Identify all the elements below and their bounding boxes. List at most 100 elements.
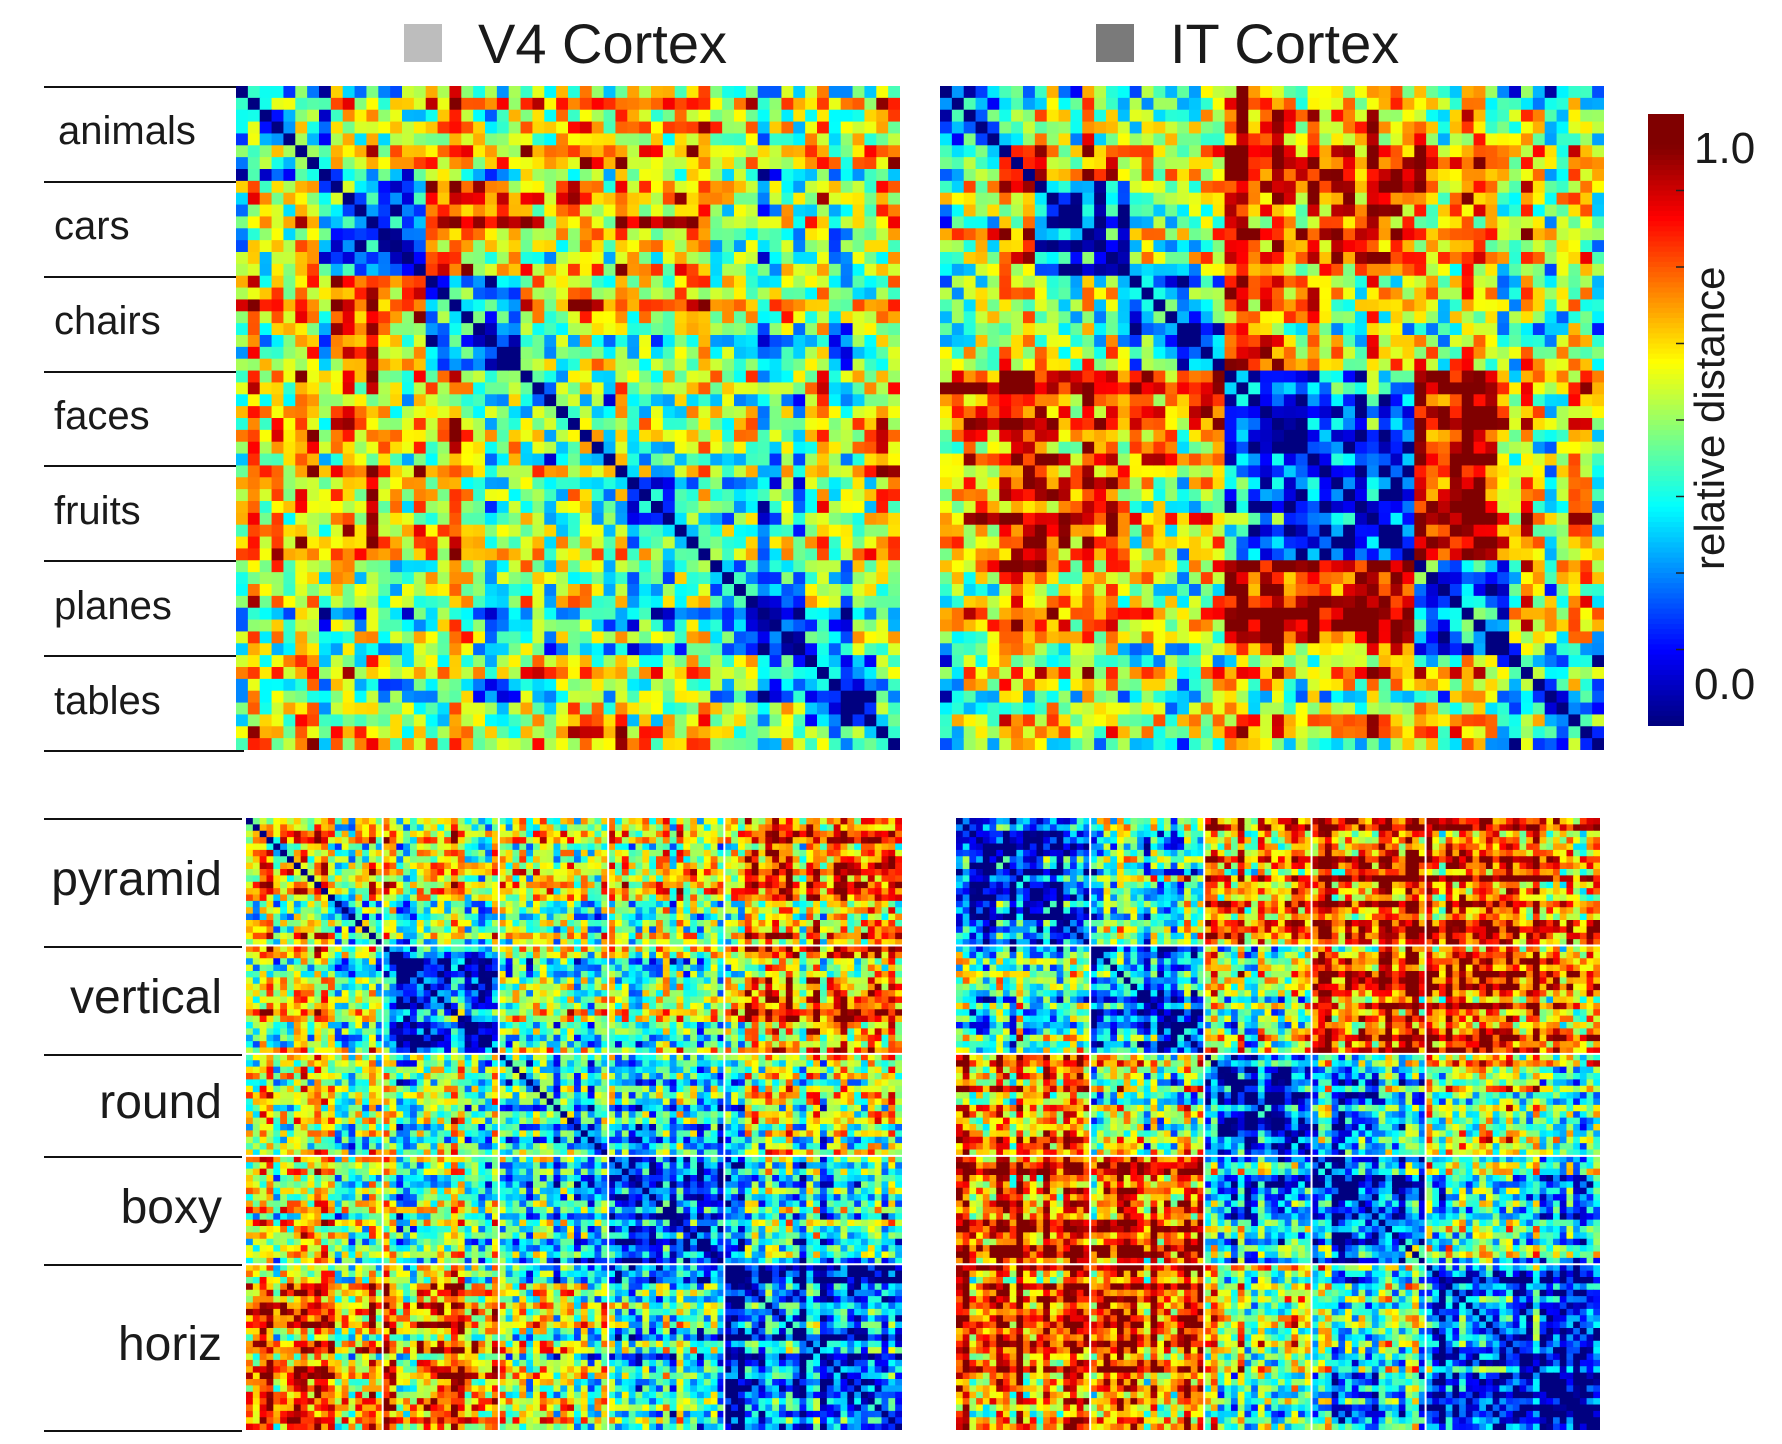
matrix-cell (1177, 121, 1190, 135)
matrix-cell (734, 512, 747, 526)
matrix-cell (425, 560, 439, 573)
matrix-cell (425, 299, 439, 312)
matrix-cell (437, 145, 451, 158)
row-divider (44, 1264, 242, 1267)
matrix-cell (544, 133, 557, 146)
matrix-cell (1034, 346, 1048, 360)
matrix-cell (686, 240, 700, 253)
matrix-cell (1094, 216, 1107, 229)
matrix-cell (627, 121, 640, 135)
matrix-cell (520, 180, 534, 194)
matrix-cell (1200, 216, 1214, 229)
matrix-cell (378, 97, 391, 111)
matrix-cell (999, 453, 1012, 467)
matrix-cell (307, 655, 320, 668)
matrix-cell (1023, 418, 1036, 431)
matrix-cell (940, 489, 953, 502)
matrix-cell (1094, 643, 1107, 656)
matrix-cell (1165, 121, 1178, 135)
matrix-cell (840, 358, 854, 372)
matrix-cell (437, 394, 451, 407)
matrix-cell (330, 655, 344, 668)
matrix-cell (999, 584, 1012, 597)
matrix-cell (722, 109, 735, 123)
matrix-cell (757, 667, 771, 680)
matrix-cell (999, 192, 1012, 206)
matrix-cell (307, 97, 320, 111)
matrix-cell (236, 240, 249, 253)
matrix-cell (1011, 323, 1024, 336)
matrix-cell (485, 169, 498, 182)
matrix-cell (366, 441, 379, 455)
matrix-cell (354, 619, 368, 633)
matrix-cell (496, 726, 510, 739)
matrix-cell (757, 441, 771, 455)
matrix-cell (330, 702, 344, 716)
matrix-cell (686, 465, 700, 478)
matrix-cell (1449, 287, 1463, 301)
matrix-cell (556, 690, 569, 704)
matrix-cell (1034, 477, 1048, 490)
matrix-cell (1082, 702, 1095, 716)
matrix-cell (769, 595, 783, 609)
matrix-cell (1177, 287, 1190, 301)
matrix-cell (951, 572, 965, 585)
matrix-cell (437, 738, 451, 750)
matrix-cell (817, 536, 830, 550)
matrix-cell (1117, 287, 1131, 301)
matrix-cell (674, 346, 688, 360)
matrix-cell (999, 299, 1012, 312)
matrix-cell (437, 86, 451, 99)
matrix-cell (1034, 690, 1048, 704)
matrix-cell (473, 323, 486, 336)
matrix-cell (496, 643, 510, 656)
matrix-cell (1058, 512, 1072, 526)
matrix-cell (425, 655, 439, 668)
matrix-cell (745, 228, 759, 241)
matrix-cell (828, 263, 842, 277)
matrix-cell (485, 678, 498, 692)
matrix-cell (615, 429, 628, 443)
matrix-cell (1129, 453, 1143, 467)
matrix-cell (579, 595, 593, 609)
matrix-cell (236, 228, 249, 241)
matrix-cell (1355, 121, 1368, 135)
matrix-cell (568, 607, 581, 621)
matrix-cell (1189, 180, 1202, 194)
matrix-cell (1082, 524, 1095, 538)
matrix-cell (473, 584, 486, 597)
matrix-cell (840, 382, 854, 395)
matrix-cell (840, 133, 854, 146)
matrix-cell (591, 429, 605, 443)
matrix-cell (1153, 157, 1166, 170)
matrix-cell (259, 180, 273, 194)
matrix-cell (662, 406, 676, 419)
matrix-cell (532, 667, 545, 680)
matrix-cell (1070, 429, 1083, 443)
matrix-cell (402, 275, 415, 289)
matrix-cell (710, 418, 723, 431)
matrix-cell (1058, 394, 1072, 407)
matrix-cell (603, 180, 617, 194)
matrix-cell (698, 678, 711, 692)
matrix-cell (1011, 655, 1024, 668)
matrix-cell (425, 157, 439, 170)
matrix-cell (425, 240, 439, 253)
matrix-cell (888, 169, 900, 182)
matrix-cell (378, 358, 391, 372)
matrix-cell (579, 738, 593, 750)
matrix-cell (544, 619, 557, 633)
matrix-cell (734, 335, 747, 348)
matrix-cell (627, 726, 640, 739)
matrix-cell (1117, 536, 1131, 550)
matrix-cell (1094, 228, 1107, 241)
matrix-cell (496, 418, 510, 431)
matrix-cell (615, 133, 628, 146)
matrix-cell (1414, 121, 1427, 135)
matrix-cell (402, 489, 415, 502)
matrix-cell (1556, 180, 1570, 194)
matrix-cell (437, 323, 451, 336)
matrix-cell (828, 287, 842, 301)
matrix-cell (951, 631, 965, 644)
matrix-cell (888, 204, 900, 218)
